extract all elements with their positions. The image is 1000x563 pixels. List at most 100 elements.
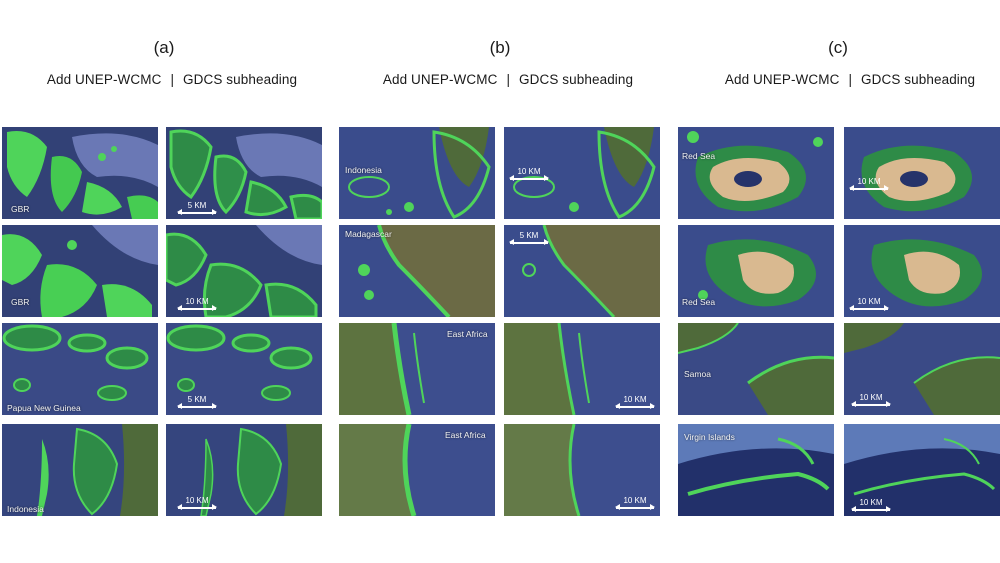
region-label: Papua New Guinea [7,403,81,413]
region-label: Virgin Islands [684,432,735,442]
panel-c4-unep-wcmc: Virgin Islands [678,424,834,516]
reef-map-image [166,225,322,317]
region-label: Indonesia [7,504,44,514]
panel-b4-gdcs: 10 KM [504,424,660,516]
reef-map-image [504,127,660,219]
scale-label: 10 KM [859,498,883,507]
left-heading: Add UNEP-WCMC [382,72,498,87]
double-arrow-icon [177,504,217,510]
panel-a3-unep-wcmc: Papua New Guinea [2,323,158,415]
region-label: GBR [11,204,30,214]
scale-bar: 10 KM [177,496,217,510]
double-arrow-icon [177,403,217,409]
double-arrow-icon [849,305,889,311]
right-heading: GDCS subheading [519,72,634,87]
double-arrow-icon [851,506,891,512]
scale-label: 10 KM [857,297,881,306]
panel-b2-unep-wcmc: Madagascar [339,225,495,317]
scale-bar: 5 KM [177,395,217,409]
panel-c2-gdcs: 10 KM [844,225,1000,317]
panel-b4-unep-wcmc: East Africa [339,424,495,516]
panel-c3-gdcs: 10 KM [844,323,1000,415]
reef-map-image [2,225,158,317]
right-heading: GDCS subheading [861,72,976,87]
scale-bar: 5 KM [509,231,549,245]
column-a-subheading: Add UNEP-WCMC | GDCS subheading [12,72,332,87]
scale-label: 10 KM [623,395,647,404]
reef-map-image [844,225,1000,317]
reef-map-image [339,424,495,516]
column-b-subheading: Add UNEP-WCMC | GDCS subheading [348,72,668,87]
panel-a4-gdcs: 10 KM [166,424,322,516]
heading-separator: | [848,72,853,87]
column-c-subheading: Add UNEP-WCMC | GDCS subheading [690,72,1000,87]
double-arrow-icon [177,209,217,215]
scale-bar: 10 KM [851,393,891,407]
panel-c1-gdcs: 10 KM [844,127,1000,219]
region-label: East Africa [447,329,488,339]
double-arrow-icon [177,305,217,311]
reef-map-image [166,127,322,219]
region-label: East Africa [445,430,486,440]
region-label: Red Sea [682,151,716,161]
scale-label: 10 KM [623,496,647,505]
scale-bar: 10 KM [851,498,891,512]
reef-map-image [678,323,834,415]
reef-map-image [504,323,660,415]
panel-c4-gdcs: 10 KM [844,424,1000,516]
heading-separator: | [506,72,511,87]
reef-map-image [678,225,834,317]
scale-label: 10 KM [185,297,209,306]
scale-bar: 10 KM [615,496,655,510]
left-heading: Add UNEP-WCMC [724,72,840,87]
double-arrow-icon [615,403,655,409]
panel-b1-gdcs: 10 KM [504,127,660,219]
reef-map-image [2,323,158,415]
reef-map-image [339,323,495,415]
reef-map-image [504,424,660,516]
double-arrow-icon [615,504,655,510]
panel-a3-gdcs: 5 KM [166,323,322,415]
heading-separator: | [170,72,175,87]
region-label: Samoa [684,369,711,379]
double-arrow-icon [851,401,891,407]
scale-bar: 10 KM [849,297,889,311]
region-label: Madagascar [345,229,392,239]
panel-a2-gdcs: 10 KM [166,225,322,317]
reef-map-image [166,424,322,516]
panel-a1-unep-wcmc: GBR [2,127,158,219]
panel-a1-gdcs: 5 KM [166,127,322,219]
right-heading: GDCS subheading [183,72,298,87]
reef-map-image [678,127,834,219]
scale-bar: 5 KM [177,201,217,215]
double-arrow-icon [849,185,889,191]
scale-label: 5 KM [187,395,207,404]
panel-c3-unep-wcmc: Samoa [678,323,834,415]
scale-label: 5 KM [519,231,539,240]
scale-label: 10 KM [857,177,881,186]
scale-label: 10 KM [859,393,883,402]
scale-label: 10 KM [185,496,209,505]
reef-map-image [844,323,1000,415]
scale-bar: 10 KM [177,297,217,311]
reef-map-image [844,127,1000,219]
reef-map-image [678,424,834,516]
panel-c2-unep-wcmc: Red Sea [678,225,834,317]
reef-map-image [339,127,495,219]
panel-a4-unep-wcmc: Indonesia [2,424,158,516]
reef-map-image [504,225,660,317]
column-c-label: (c) [828,38,848,57]
scale-label: 10 KM [517,167,541,176]
reef-map-image [339,225,495,317]
reef-map-image [2,424,158,516]
double-arrow-icon [509,239,549,245]
scale-label: 5 KM [187,201,207,210]
panel-a2-unep-wcmc: GBR [2,225,158,317]
panel-b1-unep-wcmc: Indonesia [339,127,495,219]
column-a-label: (a) [153,38,175,57]
region-label: GBR [11,297,30,307]
region-label: Red Sea [682,297,716,307]
reef-map-image [844,424,1000,516]
scale-bar: 10 KM [615,395,655,409]
scale-bar: 10 KM [849,177,889,191]
